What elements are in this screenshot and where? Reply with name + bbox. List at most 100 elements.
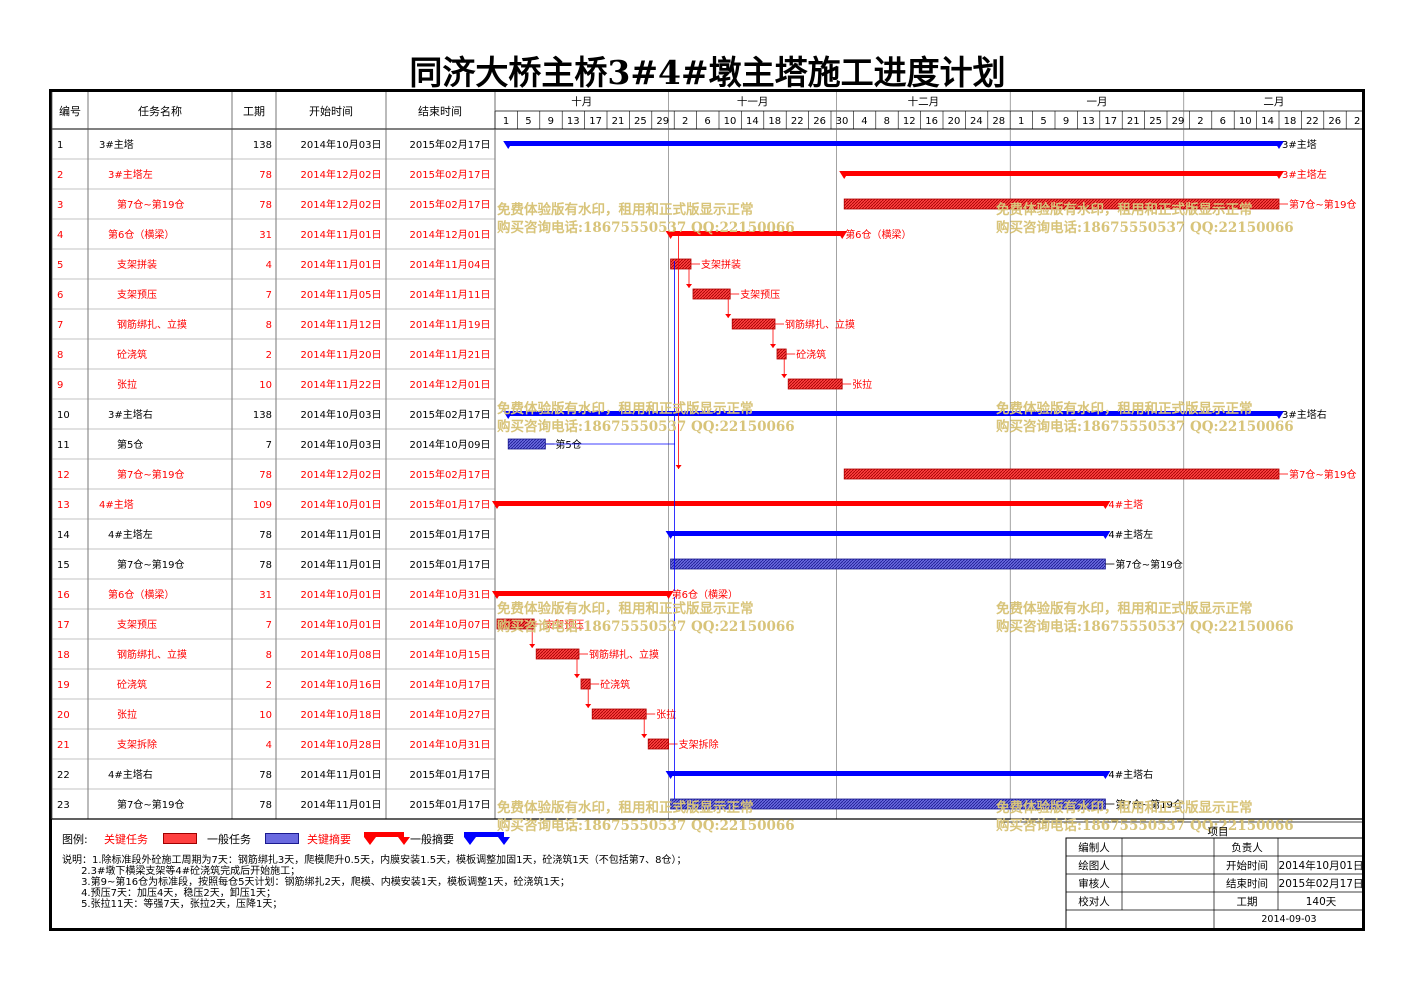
task-start: 2014年11月01日 (301, 528, 382, 541)
day-label: 17 (589, 116, 602, 127)
task-start: 2014年12月02日 (301, 168, 382, 181)
day-label: 21 (612, 116, 625, 127)
day-label: 10 (1239, 116, 1252, 127)
task-id: 16 (57, 590, 70, 601)
day-label: 26 (813, 116, 826, 127)
task-end: 2014年11月19日 (410, 318, 491, 331)
header-id: 编号 (59, 104, 81, 118)
header-start: 开始时间 (309, 104, 353, 118)
info-duration-label: 工期 (1236, 896, 1258, 908)
task-start: 2014年10月08日 (301, 648, 382, 661)
info-block: 项目 编制人 负责人 绘图人 开始时间 2014年10月01日 审核人 结束时间… (1066, 826, 1364, 930)
legend-normal-summary-label: 一般摘要 (410, 833, 454, 846)
task-bar (647, 738, 670, 750)
day-label: 1 (503, 116, 509, 127)
task-end: 2014年11月04日 (410, 258, 491, 271)
bar-label: 4#主塔右 (1108, 768, 1153, 781)
dependency-arrow (770, 344, 776, 348)
info-end-label: 结束时间 (1226, 878, 1268, 890)
bar-label: 第7仓~第19仓 (1115, 798, 1182, 811)
task-start: 2014年11月01日 (301, 228, 382, 241)
day-label: 25 (634, 116, 647, 127)
task-start: 2014年10月01日 (301, 498, 382, 511)
task-bar (731, 318, 776, 330)
task-end: 2015年02月17日 (410, 198, 491, 211)
task-duration: 2 (266, 680, 272, 691)
task-name: 第7仓~第19仓 (117, 468, 184, 481)
task-start: 2014年10月01日 (301, 588, 382, 601)
watermark: 免费体验版有水印，租用和正式版显示正常 购买咨询电话:18675550537 QQ… (996, 401, 1294, 435)
task-start: 2014年10月03日 (301, 408, 382, 421)
task-start: 2014年12月02日 (301, 468, 382, 481)
bar-label: 钢筋绑扎、立摸 (589, 648, 659, 661)
task-name: 砼浇筑 (117, 348, 147, 361)
bar-label: 张拉 (852, 378, 872, 391)
task-duration: 7 (266, 440, 272, 451)
task-bar (591, 708, 647, 720)
task-end: 2015年01月17日 (410, 498, 491, 511)
task-name: 4#主塔左 (108, 528, 153, 541)
day-label: 5 (525, 116, 531, 127)
task-duration: 138 (253, 410, 272, 421)
day-label: 25 (1149, 116, 1162, 127)
bar-label: 支架拆除 (679, 738, 719, 751)
info-compiler-label: 编制人 (1078, 842, 1110, 854)
task-duration: 7 (266, 620, 272, 631)
task-start: 2014年11月05日 (301, 288, 382, 301)
task-bar (670, 798, 1106, 810)
task-end: 2015年01月17日 (410, 528, 491, 541)
day-label: 30 (836, 116, 849, 127)
task-bar (580, 678, 591, 690)
bar-label: 砼浇筑 (600, 678, 630, 691)
task-name: 砼浇筑 (117, 678, 147, 691)
month-label: 十一月 (737, 95, 769, 108)
task-name: 3#主塔左 (108, 168, 153, 181)
day-label: 29 (1172, 116, 1185, 127)
day-label: 16 (925, 116, 938, 127)
task-duration: 10 (259, 380, 272, 391)
summary-bar (508, 141, 1279, 146)
task-end: 2014年10月07日 (410, 618, 491, 631)
task-name: 支架预压 (117, 619, 157, 631)
task-end: 2014年10月15日 (410, 648, 491, 661)
day-label: 9 (548, 116, 554, 127)
day-label: 2 (1354, 116, 1360, 127)
bar-label: 3#主塔右 (1282, 408, 1327, 421)
task-name: 3#主塔 (99, 138, 134, 151)
task-name: 张拉 (117, 378, 137, 391)
task-id: 23 (57, 800, 70, 811)
task-end: 2014年10月31日 (410, 738, 491, 751)
bar-label: 第7仓~第19仓 (1289, 198, 1356, 211)
task-id: 17 (57, 620, 70, 631)
day-label: 21 (1127, 116, 1140, 127)
task-duration: 10 (259, 710, 272, 721)
task-duration: 78 (259, 560, 272, 571)
header-end: 结束时间 (418, 105, 462, 118)
info-reviewer-label: 审核人 (1078, 878, 1110, 890)
watermark: 免费体验版有水印，租用和正式版显示正常 购买咨询电话:18675550537 QQ… (497, 601, 795, 635)
task-start: 2014年10月01日 (301, 618, 382, 631)
task-start: 2014年11月01日 (301, 558, 382, 571)
task-name: 第7仓~第19仓 (117, 198, 184, 211)
info-end-value: 2015年02月17日 (1278, 878, 1364, 890)
bar-label: 4#主塔左 (1108, 528, 1153, 541)
summary-bar (508, 411, 1279, 416)
task-duration: 8 (266, 320, 272, 331)
task-id: 5 (57, 260, 63, 271)
dependency-arrow (675, 465, 682, 469)
task-end: 2014年11月11日 (410, 288, 491, 301)
task-name: 张拉 (117, 708, 137, 721)
day-label: 22 (1306, 116, 1319, 127)
task-end: 2015年01月17日 (410, 558, 491, 571)
watermark: 免费体验版有水印，租用和正式版显示正常 购买咨询电话:18675550537 QQ… (996, 601, 1294, 635)
month-label: 二月 (1263, 96, 1284, 108)
task-duration: 78 (259, 170, 272, 181)
task-id: 8 (57, 350, 63, 361)
task-start: 2014年11月01日 (301, 258, 382, 271)
info-owner-label: 负责人 (1231, 842, 1263, 854)
task-id: 21 (57, 740, 70, 751)
watermark: 免费体验版有水印，租用和正式版显示正常 购买咨询电话:18675550537 QQ… (497, 401, 795, 435)
task-duration: 78 (259, 200, 272, 211)
notes: 说明：1.除标准段外砼施工周期为7天：钢筋绑扎3天，爬模爬升0.5天，内膜安装1… (62, 855, 687, 910)
task-id: 11 (57, 440, 70, 451)
